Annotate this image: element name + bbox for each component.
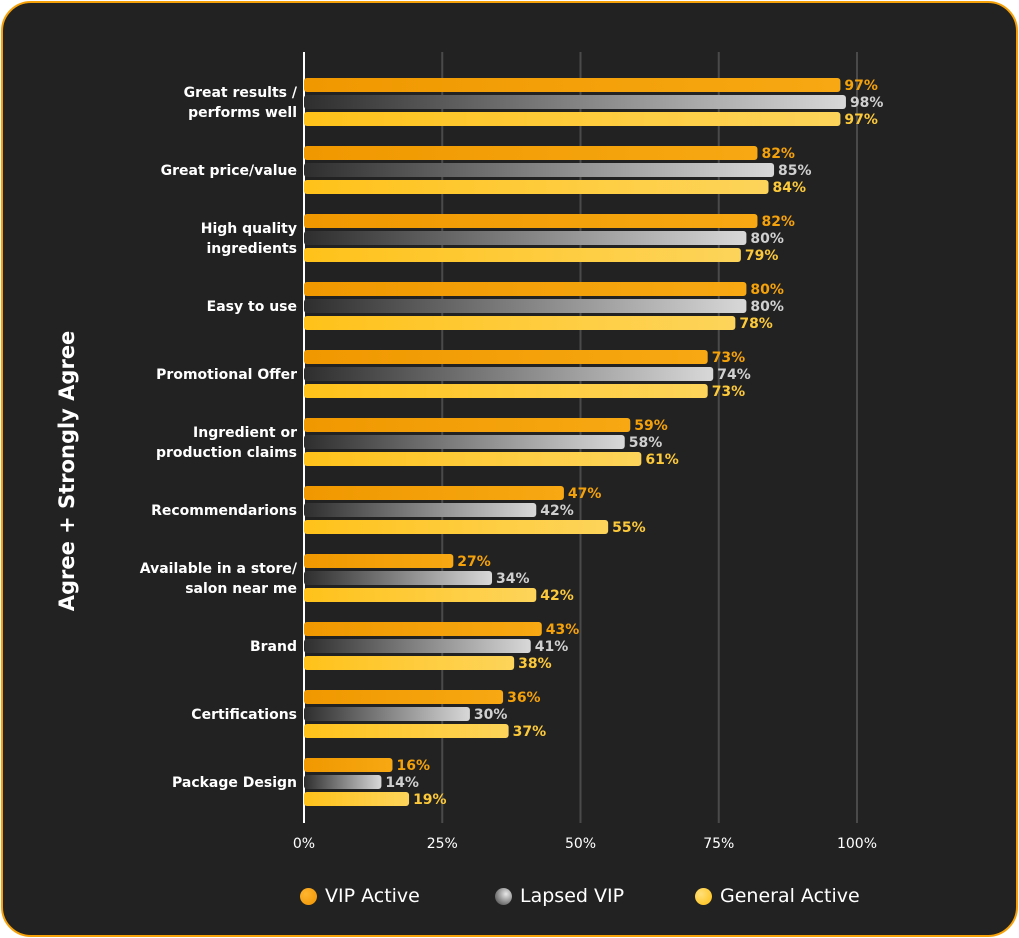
bar-general-active: [304, 520, 609, 534]
bar-lapsed-vip: [304, 299, 747, 313]
value-label-lapsed-vip: 58%: [629, 435, 663, 451]
value-label-vip-active: 80%: [750, 282, 784, 298]
bar-vip-active: [304, 418, 631, 432]
bar-general-active: [304, 248, 741, 262]
bar-general-active: [304, 656, 515, 670]
bar-general-active: [304, 180, 769, 194]
value-label-vip-active: 59%: [634, 418, 668, 434]
category-label: Brand: [250, 639, 297, 655]
bar-vip-active: [304, 282, 747, 296]
category-label: Available in a store/salon near me: [140, 561, 298, 597]
bar-lapsed-vip: [304, 707, 470, 721]
bar-lapsed-vip: [304, 435, 625, 449]
x-tick-label: 0%: [293, 836, 315, 852]
bar-lapsed-vip: [304, 503, 537, 517]
category-label: Easy to use: [207, 299, 297, 315]
value-label-lapsed-vip: 74%: [717, 367, 751, 383]
legend-swatch-general-active: [695, 887, 712, 905]
bar-lapsed-vip: [304, 571, 493, 585]
category-label: Great results / performs well: [184, 85, 298, 121]
value-label-general-active: 79%: [745, 248, 779, 264]
value-label-general-active: 38%: [518, 656, 552, 672]
bar-general-active: [304, 792, 410, 806]
labels: 0% 25% 50% 75% 100% 97%98%97% Great results / p…: [55, 78, 883, 852]
value-label-lapsed-vip: 30%: [474, 707, 508, 723]
bar-general-active: [304, 112, 841, 126]
value-label-lapsed-vip: 80%: [750, 299, 784, 315]
value-label-lapsed-vip: 14%: [385, 775, 419, 791]
x-tick-label: 100%: [837, 836, 877, 852]
value-label-lapsed-vip: 80%: [750, 231, 784, 247]
category-label: High quality ingredients: [201, 221, 297, 257]
bar-vip-active: [304, 758, 393, 772]
value-label-lapsed-vip: 85%: [778, 163, 812, 179]
category-label: Recommendarions: [151, 503, 297, 519]
value-label-vip-active: 97%: [844, 78, 878, 94]
value-label-general-active: 42%: [540, 588, 574, 604]
bar-lapsed-vip: [304, 367, 714, 381]
value-label-general-active: 97%: [844, 112, 878, 128]
value-label-vip-active: 82%: [761, 146, 795, 162]
bar-vip-active: [304, 78, 841, 92]
legend-swatch-vip-active: [300, 887, 317, 905]
category-label: Certifications: [191, 707, 297, 723]
bar-general-active: [304, 724, 509, 738]
value-label-general-active: 73%: [712, 384, 746, 400]
category-label: Promotional Offer: [156, 367, 297, 383]
category-label: Ingredient or production claims: [156, 425, 297, 461]
bar-lapsed-vip: [304, 231, 747, 245]
value-label-general-active: 19%: [413, 792, 447, 808]
x-tick-label: 50%: [565, 836, 596, 852]
value-label-lapsed-vip: 42%: [540, 503, 574, 519]
value-label-vip-active: 47%: [568, 486, 602, 502]
bar-lapsed-vip: [304, 163, 775, 177]
bar-lapsed-vip: [304, 639, 531, 653]
y-axis-label: Agree + Strongly Agree: [55, 331, 79, 612]
bar-vip-active: [304, 350, 708, 364]
value-label-vip-active: 43%: [546, 622, 580, 638]
value-label-general-active: 37%: [513, 724, 547, 740]
legend-item-lapsed-vip: Lapsed VIP: [495, 885, 624, 907]
value-label-general-active: 55%: [612, 520, 646, 536]
bar-vip-active: [304, 146, 758, 160]
bar-vip-active: [304, 554, 454, 568]
value-label-general-active: 61%: [645, 452, 679, 468]
bars: [304, 78, 846, 806]
value-label-general-active: 78%: [739, 316, 773, 332]
bar-chart: 0% 25% 50% 75% 100% 97%98%97% Great results / p…: [55, 52, 883, 852]
x-tick-label: 75%: [703, 836, 734, 852]
x-tick-label: 25%: [427, 836, 458, 852]
bar-lapsed-vip: [304, 775, 382, 789]
legend-item-vip-active: VIP Active: [300, 885, 420, 907]
legend-item-general-active: General Active: [695, 885, 860, 907]
bar-vip-active: [304, 622, 542, 636]
bar-general-active: [304, 452, 642, 466]
value-label-vip-active: 82%: [761, 214, 795, 230]
legend-label-lapsed-vip: Lapsed VIP: [520, 885, 625, 907]
bar-lapsed-vip: [304, 95, 846, 109]
bar-vip-active: [304, 486, 564, 500]
bar-general-active: [304, 316, 736, 330]
bar-vip-active: [304, 214, 758, 228]
value-label-vip-active: 27%: [457, 554, 491, 570]
value-label-vip-active: 16%: [396, 758, 430, 774]
value-label-lapsed-vip: 98%: [850, 95, 884, 111]
bar-vip-active: [304, 690, 504, 704]
value-label-lapsed-vip: 34%: [496, 571, 530, 587]
legend-label-vip-active: VIP Active: [325, 885, 420, 907]
value-label-vip-active: 36%: [507, 690, 541, 706]
bar-general-active: [304, 588, 537, 602]
bar-general-active: [304, 384, 708, 398]
value-label-lapsed-vip: 41%: [535, 639, 569, 655]
legend-label-general-active: General Active: [720, 885, 860, 907]
legend-swatch-lapsed-vip: [495, 887, 512, 905]
category-label: Package Design: [172, 775, 297, 791]
category-label: Great price/value: [161, 163, 297, 179]
value-label-vip-active: 73%: [712, 350, 746, 366]
value-label-general-active: 84%: [773, 180, 807, 196]
